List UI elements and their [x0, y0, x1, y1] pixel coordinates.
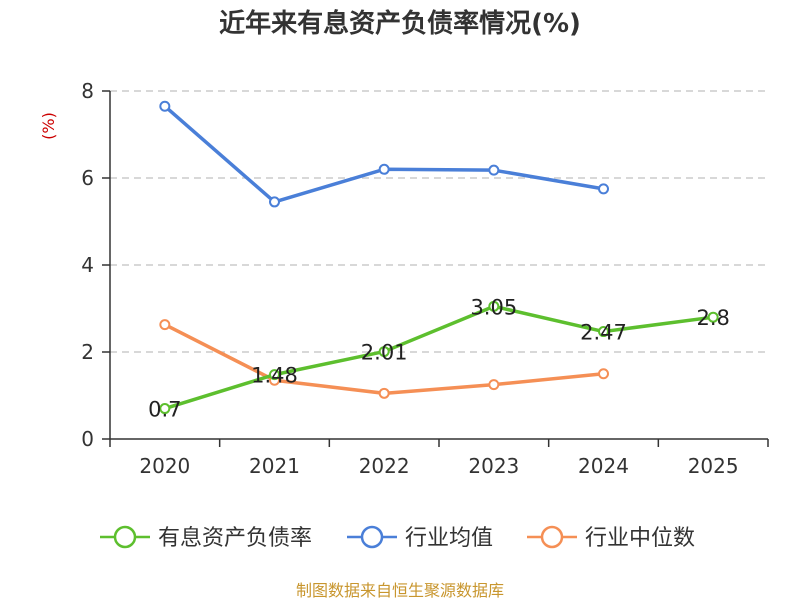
data-labels: 0.7 1.48 2.01 3.05 2.47 2.8 — [148, 295, 730, 421]
data-point — [378, 387, 390, 399]
data-label: 2.47 — [580, 321, 627, 345]
data-point — [598, 183, 609, 195]
data-point — [269, 369, 280, 381]
data-point — [598, 368, 609, 380]
y-axis-unit-label: (%) — [39, 112, 58, 140]
data-point — [159, 100, 171, 112]
data-label: 1.48 — [251, 364, 298, 388]
x-tick-label: 2021 — [249, 454, 300, 478]
y-tick-label: 6 — [81, 166, 94, 190]
data-point — [488, 164, 500, 176]
series-1 — [159, 100, 609, 208]
data-label: 2.8 — [696, 306, 729, 330]
y-tick-label: 2 — [81, 340, 94, 364]
series-line — [163, 104, 604, 204]
y-tick-label: 8 — [81, 79, 94, 103]
legend-marker — [360, 525, 384, 549]
y-tick-label: 4 — [81, 253, 94, 277]
legend-marker — [540, 525, 564, 549]
legend-label: 行业中位数 — [585, 526, 695, 551]
data-point — [488, 379, 500, 391]
data-point — [378, 163, 390, 175]
x-tick-label: 2023 — [468, 454, 519, 478]
data-point — [159, 319, 171, 331]
series-lines — [159, 100, 719, 415]
x-tick-label: 2022 — [359, 454, 410, 478]
legend-item-0: 有息资产负债率 — [100, 525, 312, 551]
legend-item-1: 行业均值 — [347, 525, 493, 551]
data-label: 0.7 — [148, 398, 181, 422]
grid-lines — [110, 90, 768, 353]
data-point — [488, 300, 500, 312]
legend-label: 有息资产负债率 — [158, 526, 312, 551]
data-point — [378, 346, 390, 358]
source-note: 制图数据来自恒生聚源数据库 — [296, 581, 504, 600]
chart-title: 近年来有息资产负债率情况(%) — [219, 8, 581, 39]
axes: 0 2 4 6 8 2020 2021 2022 2023 2024 2025 — [81, 79, 769, 478]
x-tick-label: 2020 — [139, 454, 190, 478]
x-tick-label: 2024 — [578, 454, 629, 478]
legend-label: 行业均值 — [405, 526, 493, 551]
data-point — [707, 311, 719, 323]
data-point — [269, 196, 280, 208]
series-2 — [159, 319, 609, 399]
data-point — [159, 403, 171, 415]
series-0 — [159, 300, 719, 415]
legend-marker — [113, 525, 137, 549]
data-label: 3.05 — [470, 295, 517, 319]
data-label: 2.01 — [361, 341, 408, 365]
series-line — [164, 304, 714, 411]
legend: 有息资产负债率 行业均值 行业中位数 — [100, 525, 695, 551]
x-tick-label: 2025 — [688, 454, 739, 478]
data-point — [598, 326, 609, 338]
legend-item-2: 行业中位数 — [527, 525, 695, 551]
y-tick-label: 0 — [81, 427, 94, 451]
